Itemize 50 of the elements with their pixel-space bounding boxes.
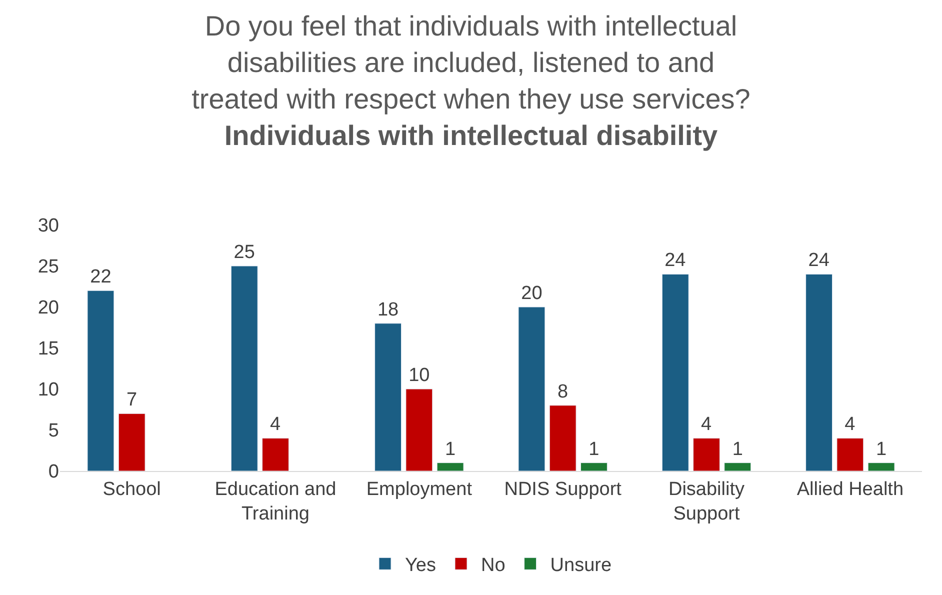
y-tick-label: 20 bbox=[38, 298, 59, 319]
y-tick-label: 15 bbox=[38, 338, 59, 360]
bar bbox=[724, 462, 752, 471]
data-label: 4 bbox=[701, 414, 712, 436]
bar bbox=[806, 274, 833, 471]
bar bbox=[580, 462, 608, 471]
legend-label: Yes bbox=[405, 555, 436, 576]
bar bbox=[868, 462, 895, 471]
legend-label: Unsure bbox=[550, 555, 612, 576]
x-tick-label: Employment bbox=[366, 478, 473, 500]
bar bbox=[230, 266, 258, 471]
bar bbox=[262, 438, 289, 471]
y-tick-label: 10 bbox=[38, 380, 59, 401]
data-label: 1 bbox=[588, 438, 600, 460]
bar bbox=[549, 405, 576, 471]
x-tick-label: Disability Support bbox=[668, 478, 746, 524]
x-tick-label: Allied Health bbox=[796, 478, 904, 500]
data-label: 7 bbox=[126, 390, 138, 411]
data-label: 18 bbox=[377, 299, 399, 320]
data-label: 1 bbox=[732, 438, 743, 460]
bar bbox=[118, 413, 146, 471]
data-label: 4 bbox=[844, 414, 856, 436]
chart-title: Do you feel that individuals with intellectual disabilities are included, listened to and treated with respect when they use services? bbox=[192, 10, 750, 114]
data-label: 10 bbox=[408, 365, 430, 386]
legend-label: No bbox=[481, 555, 506, 576]
bar bbox=[662, 274, 689, 471]
x-tick-label: School bbox=[102, 478, 161, 500]
bar bbox=[374, 323, 402, 471]
data-label: 22 bbox=[90, 266, 112, 288]
data-label: 25 bbox=[234, 242, 255, 263]
data-label: 8 bbox=[558, 381, 568, 402]
bar bbox=[87, 290, 114, 471]
bar bbox=[836, 438, 864, 471]
chart-subtitle: Individuals with intellectual disability bbox=[224, 120, 718, 151]
data-label: 24 bbox=[664, 250, 686, 272]
data-label: 1 bbox=[876, 438, 887, 460]
bar bbox=[436, 462, 464, 471]
data-label: 20 bbox=[521, 283, 542, 304]
data-label: 1 bbox=[445, 438, 456, 460]
x-tick-label: NDIS Support bbox=[504, 478, 622, 500]
data-label: 24 bbox=[808, 250, 830, 272]
y-tick-label: 0 bbox=[48, 462, 59, 483]
bar bbox=[406, 388, 433, 471]
data-label: 4 bbox=[270, 414, 281, 436]
y-tick-label: 5 bbox=[48, 420, 59, 442]
bar bbox=[693, 438, 720, 471]
x-tick-label: Education and Training bbox=[214, 478, 336, 524]
y-tick-label: 25 bbox=[38, 256, 59, 278]
bar bbox=[518, 306, 546, 471]
y-tick-label: 30 bbox=[38, 216, 59, 237]
